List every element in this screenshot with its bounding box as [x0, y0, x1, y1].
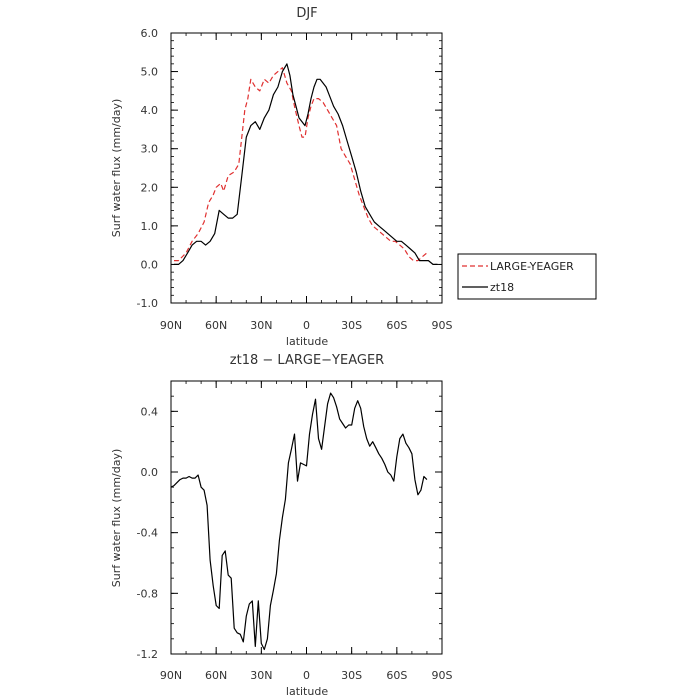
x-tick-label: 30N — [250, 319, 272, 332]
x-tick-label: 30N — [250, 669, 272, 682]
series-line-large-yeager — [174, 67, 428, 262]
y-tick-label: 0.0 — [141, 466, 159, 479]
x-tick-labels-top: 90N 60N 30N 0 30S 60S 90S — [160, 319, 453, 332]
y-tick-labels-top: -1.0 0.0 1.0 2.0 3.0 4.0 5.0 6.0 — [137, 27, 158, 310]
series-line-difference — [170, 392, 428, 651]
x-tick-label: 60S — [386, 669, 407, 682]
series-line-zt18 — [174, 63, 438, 265]
y-axis-label-bottom: Surf water flux (mm/day) — [110, 449, 123, 588]
y-axis-label-top: Surf water flux (mm/day) — [110, 99, 123, 238]
legend-box — [457, 253, 597, 300]
legend-label-large-yeager: LARGE-YEAGER — [490, 260, 574, 273]
x-tick-label: 90N — [160, 319, 182, 332]
chart-title-top: DJF — [296, 6, 317, 21]
plot-frame-bottom — [170, 380, 443, 655]
x-tick-label: 30S — [341, 319, 362, 332]
y-tick-label: 0.4 — [141, 405, 159, 418]
y-tick-label: 2.0 — [141, 181, 159, 194]
x-axis-label-top: latitude — [286, 335, 328, 348]
y-tick-label: -0.8 — [137, 587, 158, 600]
y-tick-label: 6.0 — [141, 27, 159, 40]
chart-panel-top: DJF -1.0 0.0 1.0 2.0 3.0 4.0 5.0 6.0 90N 60N 30N 0… — [110, 6, 453, 348]
chart-panel-bottom: zt18 − LARGE−YEAGER -1.2 -0.8 -0.4 0.0 0.4 9… — [110, 353, 453, 698]
y-tick-labels-bottom: -1.2 -0.8 -0.4 0.0 0.4 — [137, 405, 158, 661]
x-tick-label: 60N — [205, 319, 227, 332]
x-tick-label: 90N — [160, 669, 182, 682]
axis-ticks-top — [170, 32, 443, 304]
x-tick-label: 0 — [303, 319, 310, 332]
x-axis-label-bottom: latitude — [286, 685, 328, 698]
y-tick-label: 1.0 — [141, 220, 159, 233]
y-tick-label: -1.0 — [137, 297, 158, 310]
series-lines-bottom — [170, 392, 428, 651]
y-tick-label: -1.2 — [137, 648, 158, 661]
x-tick-label: 30S — [341, 669, 362, 682]
x-tick-label: 90S — [432, 319, 453, 332]
y-tick-label: 0.0 — [141, 258, 159, 271]
x-tick-label: 90S — [432, 669, 453, 682]
y-tick-label: 4.0 — [141, 104, 159, 117]
y-tick-label: 5.0 — [141, 66, 159, 79]
x-tick-label: 0 — [303, 669, 310, 682]
legend-label-zt18: zt18 — [490, 281, 514, 294]
chart-title-bottom: zt18 − LARGE−YEAGER — [230, 353, 384, 368]
y-tick-label: 3.0 — [141, 143, 159, 156]
y-tick-label: -0.4 — [137, 527, 158, 540]
legend: LARGE-YEAGER zt18 — [457, 253, 597, 300]
axis-ticks-bottom — [170, 380, 443, 655]
plot-frame-top — [170, 32, 443, 304]
x-tick-label: 60N — [205, 669, 227, 682]
series-lines-top — [174, 63, 438, 265]
x-tick-labels-bottom: 90N 60N 30N 0 30S 60S 90S — [160, 669, 453, 682]
x-tick-label: 60S — [386, 319, 407, 332]
